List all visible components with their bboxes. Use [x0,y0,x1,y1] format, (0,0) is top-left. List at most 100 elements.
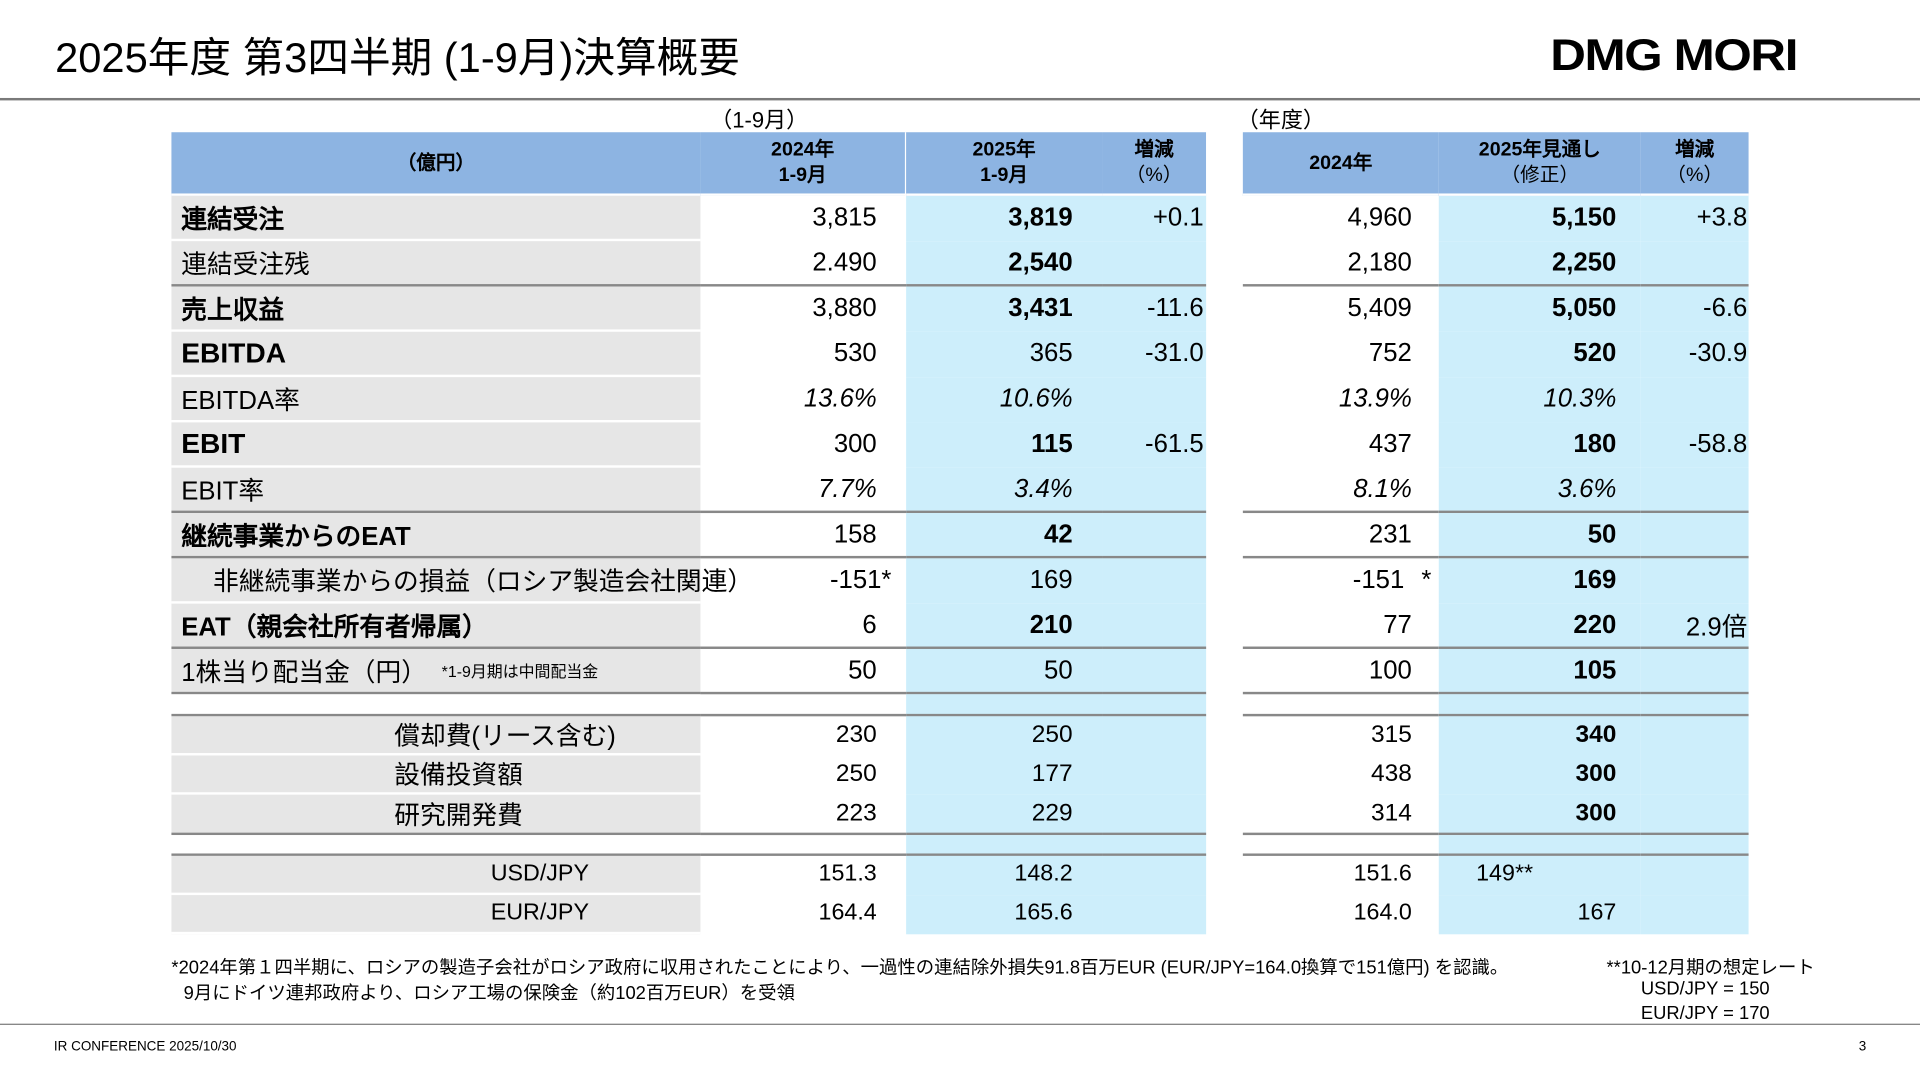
change-ytd [1102,558,1207,604]
value-2025-ytd-text: 229 [1031,799,1073,827]
footnote-2: 9月にドイツ連邦政府より、ロシア工場の保険金（約102百万EUR）を受領 [183,983,795,1005]
table-row: 売上収益 3,880 3,431 -11.6 5,409 5,050 -6.6 [171,286,1749,332]
row-label [171,694,701,717]
change-fy-text: -6.6 [1703,293,1748,322]
row-label: 売上収益 [171,286,701,332]
column-gap [1206,196,1243,241]
change-fy: -6.6 [1640,286,1749,332]
value-2024-ytd: 13.6% [700,377,906,422]
value-2024-ytd-text: 7.7% [818,474,877,503]
value-2024-fy-text: 315 [1370,720,1412,748]
value-2025-ytd [906,694,1103,717]
value-2024-fy: 4,960 [1243,196,1439,241]
row-label: 研究開発費 [171,794,701,836]
row-label-text: 償却費(リース含む) [394,722,616,751]
column-gap [1206,835,1243,856]
value-2025-ytd: 229 [906,794,1103,836]
value-2025-fy: 167 [1438,895,1641,935]
header-r25: 2025年見通し （修正） [1438,132,1641,196]
value-2024-ytd: 3,880 [700,287,906,332]
table-row [171,835,1749,856]
value-2024-fy: 100 [1242,649,1439,695]
value-2024-fy-text: 438 [1370,759,1412,787]
value-2025-fy-text: 10.3% [1543,383,1617,413]
value-2024-fy-text: -151 [1352,565,1405,594]
value-2025-ytd-text: 3,819 [1008,202,1073,231]
value-2025-ytd-text: 210 [1029,610,1073,639]
value-2025-fy-text: 3.6% [1557,474,1617,503]
change-ytd-text: -61.5 [1145,429,1204,458]
value-2024-fy-text: 77 [1383,610,1412,639]
row-label-text: EBITDA率 [181,386,300,415]
value-2025-fy-text: 520 [1573,338,1617,367]
change-fy [1640,794,1749,836]
row-label: 非継続事業からの損益（ロシア製造会社関連） [171,558,753,604]
change-fy [1640,895,1749,935]
header-unit: （億円） [171,132,701,196]
table-row: EAT（親会社所有者帰属） 6 210 77 220 2.9倍 [171,603,1749,649]
value-2025-ytd-text: 148.2 [1014,860,1073,887]
value-2025-ytd-text: 42 [1044,519,1073,548]
column-gap [1206,716,1243,755]
value-2024-ytd: 3,815 [700,196,906,241]
value-2024-fy-text: 13.9% [1338,383,1412,413]
value-2025-ytd: 42 [906,513,1103,559]
value-2024-fy-text: 752 [1368,338,1412,367]
row-label-text: EAT（親会社所有者帰属） [181,612,488,642]
value-2024-fy: 231 [1242,513,1439,559]
table-row: 償却費(リース含む) 230 250 315 340 [171,716,1749,756]
change-ytd: +0.1 [1102,195,1207,242]
value-2025-fy: 50 [1438,513,1641,559]
row-label: 設備投資額 [171,755,701,795]
change-fy: 2.9倍 [1640,603,1749,649]
value-2025-fy [1438,835,1641,856]
value-2024-ytd: 230 [700,716,906,755]
group-label-ytd: （1-9月） [710,107,809,133]
value-2025-fy: 5,050 [1438,286,1641,332]
value-2025-fy: 520 [1438,331,1641,378]
value-2024-fy-text: 100 [1368,655,1412,684]
value-2025-fy: 300 [1438,794,1641,836]
value-2024-ytd-text: 530 [833,338,877,367]
table-row: 1株当り配当金（円） *1-9月期は中間配当金 50 50 100 105 [171,648,1749,695]
value-2024-fy-text: 2,180 [1347,247,1412,277]
column-gap [1206,422,1243,467]
change-fy [1640,377,1749,423]
change-ytd [1102,716,1207,756]
change-fy [1640,241,1749,287]
change-fy: -30.9 [1640,331,1749,378]
change-fy: +3.8 [1640,195,1749,242]
row-label-text: EBITDA [181,336,287,369]
value-2025-ytd-text: 50 [1044,655,1073,684]
header-lpct: 増減 （%） [1102,132,1207,196]
table-row: EBIT 300 115 -61.5 437 180 -58.8 [171,422,1749,468]
table-row: USD/JPY 151.3 148.2 151.6 149** [171,855,1749,896]
change-ytd [1102,755,1207,795]
change-fy [1640,755,1749,795]
column-gap [1206,377,1243,422]
row-label-text: EBIT [181,427,246,460]
value-2024-ytd: 300 [700,422,906,467]
change-ytd [1102,694,1207,717]
column-gap [1206,332,1243,377]
row-label: EAT（親会社所有者帰属） [171,603,701,649]
column-gap [1206,468,1243,513]
value-2024-ytd [700,835,907,856]
value-2024-fy: 315 [1243,716,1439,755]
row-label: EBIT率 [171,467,701,514]
column-gap [1206,287,1243,332]
value-2025-ytd: 365 [906,331,1103,378]
value-2024-fy: 77 [1242,604,1439,649]
value-2025-fy: 340 [1438,716,1641,756]
value-2025-fy: 10.3% [1438,377,1641,423]
value-2025-fy: 169 [1438,558,1641,604]
value-2025-ytd-text: 2,540 [1008,247,1073,277]
column-gap [1206,604,1243,649]
value-2024-ytd-text: 50 [848,655,877,684]
change-ytd [1102,603,1207,649]
page-title: 2025年度 第3四半期 (1-9月)決算概要 [55,35,740,83]
value-2024-fy: -151 * [1243,558,1439,603]
value-2024-ytd-text: 230 [835,720,877,748]
value-2025-fy-text: 300 [1575,799,1617,827]
value-2025-ytd-text: 115 [1031,429,1073,458]
